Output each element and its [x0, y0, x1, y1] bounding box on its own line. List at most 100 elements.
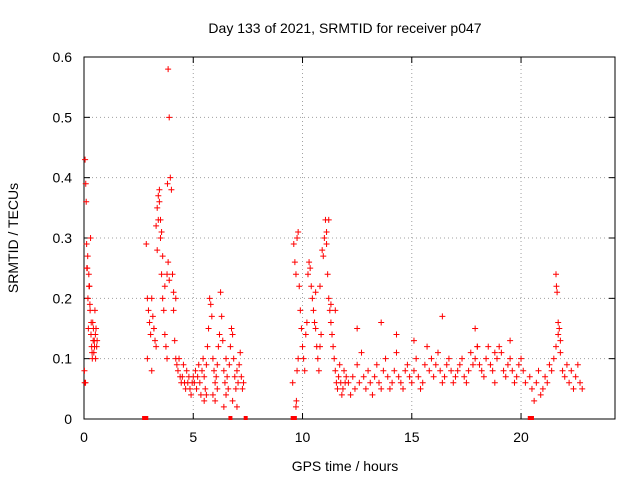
data-point	[335, 373, 342, 380]
data-point	[215, 343, 222, 350]
data-point	[360, 373, 367, 380]
data-point	[160, 307, 167, 314]
data-point	[204, 343, 211, 350]
data-point	[154, 247, 161, 254]
data-point	[343, 373, 350, 380]
data-point	[193, 385, 200, 392]
data-point	[324, 271, 331, 278]
gap-marker	[290, 416, 295, 420]
data-point	[533, 379, 540, 386]
data-point	[509, 367, 516, 374]
data-point	[226, 361, 233, 368]
data-point	[577, 379, 584, 386]
data-point	[203, 391, 210, 398]
data-point	[91, 337, 98, 344]
data-point	[461, 373, 468, 380]
data-point	[402, 367, 409, 374]
data-point	[86, 283, 93, 290]
data-point	[168, 186, 175, 193]
data-point	[172, 295, 179, 302]
data-point	[393, 349, 400, 356]
data-point	[336, 361, 343, 368]
data-point	[553, 343, 559, 350]
data-point	[164, 355, 171, 362]
data-point	[417, 385, 424, 392]
data-point	[323, 228, 330, 235]
data-point	[304, 271, 311, 278]
data-point	[550, 355, 557, 362]
x-tick-label: 20	[513, 429, 529, 445]
data-point	[320, 253, 327, 260]
data-point	[419, 379, 426, 386]
data-point	[365, 367, 372, 374]
data-point	[237, 349, 244, 356]
data-point	[542, 373, 549, 380]
data-point	[539, 385, 546, 392]
data-point	[535, 367, 542, 374]
data-point	[143, 241, 150, 248]
gap-markers	[142, 416, 534, 420]
data-point	[238, 373, 245, 380]
data-point	[84, 253, 91, 260]
data-point	[212, 397, 219, 404]
data-point	[216, 331, 223, 338]
data-point	[201, 373, 208, 380]
data-point	[362, 385, 369, 392]
data-point	[299, 343, 306, 350]
data-point	[148, 367, 155, 374]
data-point	[554, 289, 561, 296]
data-point	[156, 198, 163, 205]
data-point	[504, 361, 511, 368]
data-point	[213, 373, 220, 380]
data-point	[217, 289, 224, 296]
data-point	[233, 403, 240, 410]
data-point	[469, 361, 476, 368]
data-point	[230, 355, 237, 362]
data-point	[233, 367, 240, 374]
data-point	[179, 373, 186, 380]
y-tick-label: 0.4	[53, 170, 73, 186]
data-point	[150, 325, 157, 332]
data-point	[400, 385, 407, 392]
data-point	[199, 367, 205, 374]
data-point	[192, 367, 199, 374]
data-point	[296, 283, 303, 290]
x-axis-label: GPS time / hours	[292, 458, 399, 474]
data-point	[513, 373, 520, 380]
data-point	[441, 373, 448, 380]
data-point	[373, 361, 380, 368]
data-point	[308, 283, 315, 290]
data-point	[563, 361, 570, 368]
data-point	[568, 367, 575, 374]
data-point	[309, 295, 316, 302]
data-point	[339, 385, 346, 392]
data-point	[146, 319, 153, 326]
x-tick-label: 0	[80, 429, 88, 445]
data-point	[459, 355, 466, 362]
data-point	[82, 379, 89, 386]
y-tick-label: 0.3	[53, 230, 73, 246]
data-point	[157, 216, 164, 223]
data-point	[82, 156, 89, 163]
data-point	[294, 367, 301, 374]
data-point	[205, 325, 212, 332]
data-point	[88, 319, 95, 326]
data-point	[235, 379, 242, 386]
data-point	[487, 361, 494, 368]
data-point	[81, 367, 88, 374]
data-point	[289, 379, 296, 386]
data-point	[511, 379, 518, 386]
data-point	[546, 361, 553, 368]
data-point	[435, 349, 441, 356]
gap-marker	[529, 416, 534, 420]
data-point	[214, 385, 221, 392]
data-point	[295, 228, 302, 235]
data-point	[155, 192, 162, 199]
data-point	[332, 307, 339, 314]
data-point	[326, 307, 333, 314]
data-point	[327, 301, 334, 308]
data-point	[194, 373, 201, 380]
data-point	[445, 355, 452, 362]
data-point	[225, 385, 232, 392]
data-point	[553, 271, 559, 278]
